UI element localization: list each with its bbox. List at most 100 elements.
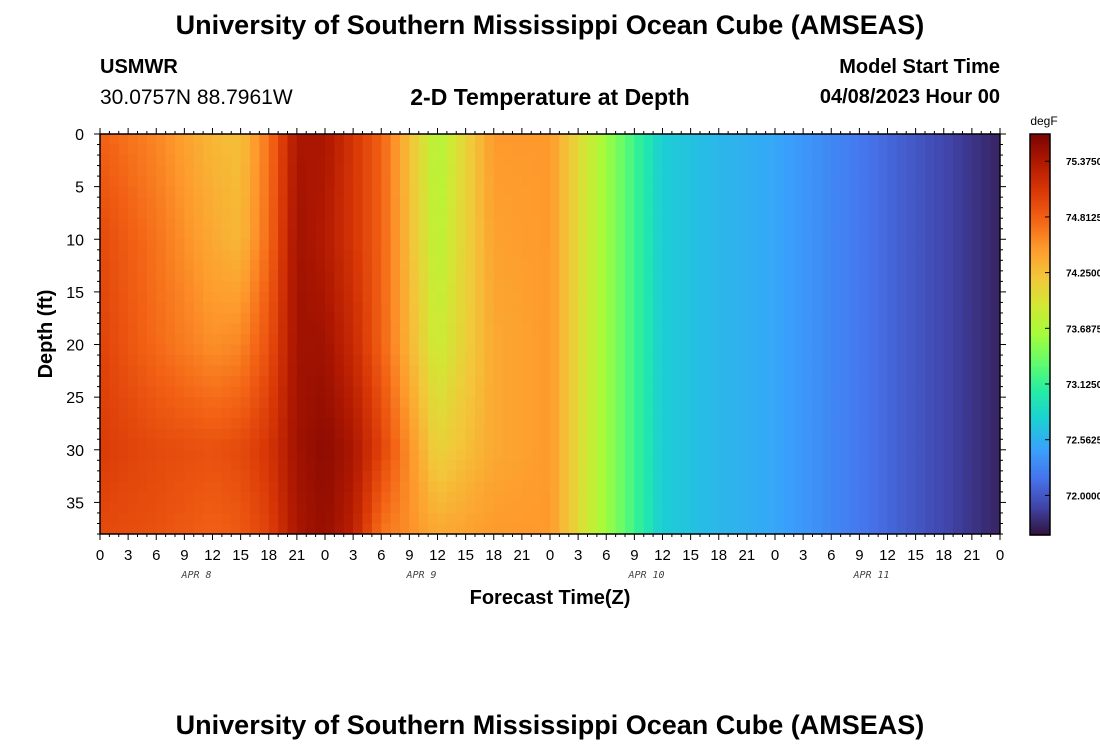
heatmap-cell: [559, 281, 570, 293]
heatmap-cell: [315, 165, 326, 177]
heatmap-cell: [287, 386, 298, 398]
heatmap-cell: [493, 186, 504, 198]
heatmap-cell: [512, 460, 523, 472]
heatmap-cell: [643, 228, 654, 240]
heatmap-cell: [690, 323, 701, 335]
heatmap-cell: [334, 439, 345, 451]
heatmap-cell: [165, 407, 176, 419]
heatmap-cell: [278, 186, 289, 198]
heatmap-cell: [737, 355, 748, 367]
heatmap-cell: [315, 260, 326, 272]
heatmap-cell: [971, 228, 982, 240]
heatmap-cell: [700, 428, 710, 440]
heatmap-cell: [418, 281, 429, 293]
heatmap-cell: [287, 270, 298, 282]
heatmap-cell: [512, 386, 523, 398]
heatmap-cell: [643, 460, 654, 472]
heatmap-cell: [728, 365, 739, 377]
heatmap-cell: [906, 249, 917, 261]
heatmap-cell: [278, 397, 289, 409]
heatmap-cell: [296, 155, 307, 167]
heatmap-cell: [925, 334, 935, 346]
heatmap-cell: [390, 155, 401, 167]
heatmap-cell: [821, 155, 832, 167]
heatmap-cell: [906, 312, 917, 325]
heatmap-cell: [896, 281, 907, 293]
heatmap-cell: [540, 449, 551, 461]
heatmap-cell: [484, 418, 495, 430]
heatmap-cell: [221, 334, 232, 346]
heatmap-cell: [709, 344, 720, 356]
heatmap-cell: [203, 249, 214, 261]
heatmap-cell: [137, 144, 148, 156]
heatmap-cell: [203, 470, 214, 482]
heatmap-cell: [671, 397, 682, 409]
heatmap-cell: [118, 386, 129, 398]
heatmap-cell: [906, 239, 917, 251]
heatmap-cell: [325, 418, 335, 430]
heatmap-cell: [334, 144, 345, 156]
heatmap-cell: [240, 407, 251, 419]
heatmap-cell: [756, 134, 767, 146]
colorbar-segment: [1030, 510, 1050, 514]
heatmap-cell: [325, 144, 335, 156]
heatmap-cell: [503, 312, 514, 325]
heatmap-cell: [362, 344, 373, 356]
colorbar-segment: [1030, 230, 1050, 233]
heatmap-cell: [306, 344, 317, 356]
heatmap-cell: [596, 176, 607, 188]
colorbar-segment: [1030, 164, 1050, 167]
heatmap-cell: [493, 218, 504, 230]
heatmap-cell: [184, 186, 195, 198]
heatmap-cell: [381, 312, 392, 325]
heatmap-cell: [568, 228, 579, 240]
heatmap-cell: [896, 312, 907, 325]
heatmap-cell: [240, 144, 251, 156]
heatmap-cell: [400, 239, 410, 251]
heatmap-cell: [728, 302, 739, 314]
heatmap-cell: [803, 365, 814, 377]
heatmap-cell: [118, 312, 129, 325]
heatmap-cell: [821, 523, 832, 534]
heatmap-cell: [203, 281, 214, 293]
heatmap-cell: [653, 470, 664, 482]
heatmap-cell: [221, 291, 232, 304]
heatmap-cell: [671, 155, 682, 167]
heatmap-cell: [212, 365, 223, 377]
heatmap-cell: [428, 344, 439, 356]
heatmap-cell: [981, 407, 992, 419]
colorbar-segment: [1030, 274, 1050, 277]
heatmap-cell: [156, 407, 167, 419]
heatmap-cell: [371, 460, 382, 472]
heatmap-cell: [128, 218, 139, 230]
heatmap-cell: [915, 407, 926, 419]
heatmap-cell: [709, 355, 720, 367]
heatmap-cell: [887, 155, 898, 167]
heatmap-cell: [793, 207, 804, 219]
heatmap-cell: [962, 207, 973, 219]
heatmap-cell: [212, 270, 223, 282]
heatmap-cell: [203, 428, 214, 440]
heatmap-cell: [887, 355, 898, 367]
heatmap-cell: [315, 207, 326, 219]
heatmap-cell: [475, 186, 485, 198]
heatmap-cell: [559, 323, 570, 335]
colorbar-segment: [1030, 262, 1050, 265]
heatmap-cell: [362, 449, 373, 461]
heatmap-cell: [503, 460, 514, 472]
heatmap-cell: [512, 323, 523, 335]
heatmap-cell: [484, 334, 495, 346]
heatmap-cell: [334, 155, 345, 167]
heatmap-cell: [540, 386, 551, 398]
heatmap-cell: [578, 355, 589, 367]
heatmap-cell: [709, 218, 720, 230]
heatmap-cell: [409, 397, 420, 409]
heatmap-cell: [137, 418, 148, 430]
heatmap-cell: [587, 355, 598, 367]
heatmap-cell: [184, 397, 195, 409]
heatmap-cell: [784, 260, 795, 272]
heatmap-cell: [446, 355, 457, 367]
colorbar-segment: [1030, 424, 1050, 428]
heatmap-cell: [175, 134, 185, 146]
heatmap-cell: [493, 491, 504, 504]
